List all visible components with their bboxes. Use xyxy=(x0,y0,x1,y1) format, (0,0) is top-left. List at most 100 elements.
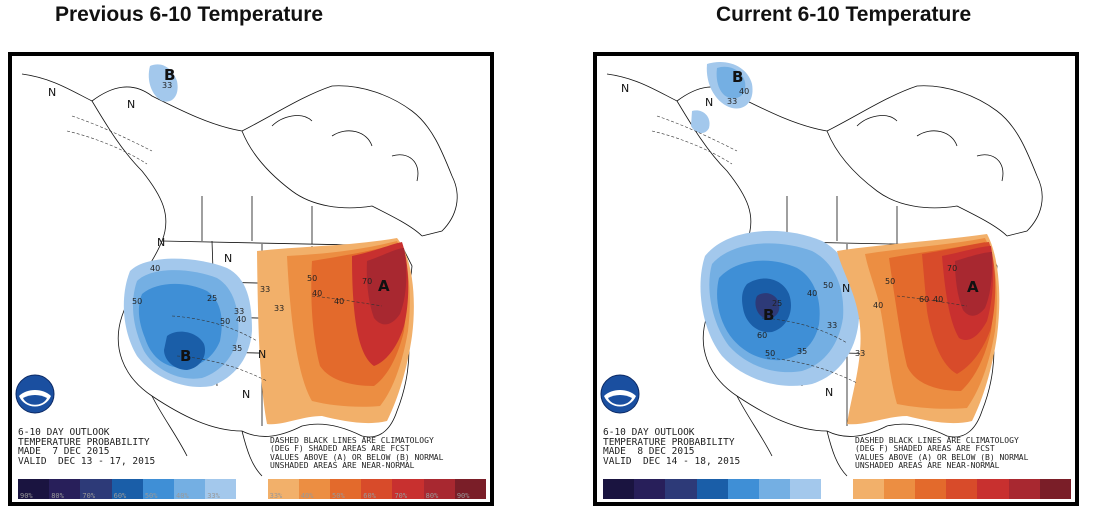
swatch-label: 70% xyxy=(394,492,408,500)
swatch-label: 40% xyxy=(176,492,189,500)
color-swatch: 33% xyxy=(205,479,237,500)
panel-title-previous: Previous 6-10 Temperature xyxy=(55,3,324,26)
color-swatch xyxy=(821,479,853,499)
color-swatch xyxy=(727,479,760,499)
color-swatch xyxy=(852,479,884,499)
color-swatch xyxy=(883,479,916,499)
temperature-probability-map: 33 40 60 50 25 35 40 50 33 50 40 60 70 4… xyxy=(606,62,1043,477)
color-swatch: 40% xyxy=(298,479,331,500)
legend-note-line2: (DEG F) SHADED AREAS ARE FCST xyxy=(855,444,995,454)
below-normal-center-marker: B xyxy=(180,347,191,365)
color-swatch xyxy=(634,479,666,499)
legend-note-line4: UNSHADED AREAS ARE NEAR-NORMAL xyxy=(855,461,1000,471)
probability-color-scale: 90% 80% 70% 60% 50% 40% 33% 33% 40% 50% … xyxy=(18,479,487,500)
probability-color-scale xyxy=(603,479,1072,499)
color-swatch: 50% xyxy=(142,479,175,500)
color-swatch: 60% xyxy=(111,479,143,500)
contour-label: 40 xyxy=(873,301,883,310)
near-normal-marker: N xyxy=(705,96,713,109)
near-normal-marker: N xyxy=(621,82,629,95)
contour-label: 33 xyxy=(855,349,865,358)
contour-label: 33 xyxy=(234,307,244,316)
contour-label: 40 xyxy=(150,264,160,273)
color-swatch xyxy=(665,479,697,499)
contour-label: 40 xyxy=(739,87,749,96)
color-swatch: 40% xyxy=(174,479,206,500)
swatch-label: 80% xyxy=(425,492,439,500)
legend-note: DASHED BLACK LINES ARE CLIMATOLOGY (DEG … xyxy=(855,436,1029,471)
swatch-label: 50% xyxy=(144,492,158,500)
swatch-label: 33% xyxy=(269,492,283,500)
contour-label: 70 xyxy=(362,277,372,286)
color-swatch xyxy=(915,479,947,499)
outlook-made-date: MADE 7 DEC 2015 xyxy=(18,446,110,458)
below-normal-region xyxy=(123,258,252,387)
contour-label: 50 xyxy=(220,317,230,326)
contour-label: 40 xyxy=(236,315,246,324)
above-normal-center-marker: A xyxy=(378,277,390,295)
contour-label: 60 xyxy=(757,331,767,340)
outlook-info: 6-10 DAY OUTLOOK TEMPERATURE PROBABILITY… xyxy=(18,428,155,466)
color-swatch xyxy=(236,479,268,499)
color-swatch: 60% xyxy=(361,479,393,500)
climatology-lines xyxy=(651,115,968,384)
color-swatch xyxy=(790,479,822,499)
above-normal-region xyxy=(257,238,414,425)
outlook-line2: TEMPERATURE PROBABILITY xyxy=(603,436,735,448)
color-swatch xyxy=(603,479,635,499)
color-swatch xyxy=(946,479,978,499)
contour-label: 33 xyxy=(274,304,284,313)
contour-label: 33 xyxy=(827,321,837,330)
outlook-made-date: MADE 8 DEC 2015 xyxy=(603,446,695,458)
color-swatch: 80% xyxy=(423,479,455,500)
outlook-valid-dates: VALID DEC 14 - 18, 2015 xyxy=(603,455,741,467)
near-normal-marker: N xyxy=(825,386,833,399)
above-normal-region xyxy=(837,234,1000,425)
contour-label: 50 xyxy=(765,349,775,358)
swatch-label: 90% xyxy=(456,492,470,500)
near-normal-marker: N xyxy=(48,86,56,99)
legend-note-line1: DASHED BLACK LINES ARE CLIMATOLOGY xyxy=(270,436,434,445)
color-swatch: 80% xyxy=(49,479,81,500)
noaa-logo xyxy=(15,374,55,414)
contour-label: 35 xyxy=(797,347,807,356)
contour-label: 40 xyxy=(312,289,322,298)
north-below-normal-marker: B xyxy=(164,66,175,84)
near-normal-marker: N xyxy=(842,282,850,295)
near-normal-marker: N xyxy=(258,348,266,361)
contour-label: 40 xyxy=(807,289,817,298)
near-normal-marker: N xyxy=(157,236,165,249)
color-swatch: 70% xyxy=(80,479,112,500)
near-normal-marker: N xyxy=(224,252,232,265)
legend-note-line2: (DEG F) SHADED AREAS ARE FCST xyxy=(270,444,410,454)
color-swatch: 33% xyxy=(267,479,299,500)
legend-note-line4: UNSHADED AREAS ARE NEAR-NORMAL xyxy=(270,461,415,471)
legend-note-line3: VALUES ABOVE (A) OR BELOW (B) NORMAL xyxy=(270,452,444,462)
contour-label: 40 xyxy=(334,297,344,306)
swatch-label: 90% xyxy=(20,492,33,500)
contour-label: 60 xyxy=(919,295,929,304)
north-below-normal-region xyxy=(691,62,753,134)
swatch-label: 50% xyxy=(332,492,345,500)
outlook-line2: TEMPERATURE PROBABILITY xyxy=(18,436,150,448)
color-swatch xyxy=(977,479,1009,499)
previous-outlook-map-panel: 33 40 50 25 35 33 40 50 50 40 33 33 40 7… xyxy=(8,52,494,506)
north-below-normal-marker: B xyxy=(732,68,743,86)
temperature-probability-map: 33 40 50 25 35 33 40 50 50 40 33 33 40 7… xyxy=(21,64,458,477)
contour-label: 33 xyxy=(727,97,737,106)
color-swatch: 90% xyxy=(454,479,487,500)
near-normal-marker: N xyxy=(242,388,250,401)
swatch-label: 60% xyxy=(363,492,376,500)
legend-note-line3: VALUES ABOVE (A) OR BELOW (B) NORMAL xyxy=(855,452,1029,462)
outlook-info: 6-10 DAY OUTLOOK TEMPERATURE PROBABILITY… xyxy=(603,428,740,466)
color-swatch xyxy=(1039,479,1072,499)
below-normal-region xyxy=(700,230,859,386)
contour-label: 50 xyxy=(823,281,833,290)
climatology-lines xyxy=(66,115,383,382)
outlook-line1: 6-10 DAY OUTLOOK xyxy=(18,427,110,438)
contour-label: 70 xyxy=(947,264,957,273)
legend-note: DASHED BLACK LINES ARE CLIMATOLOGY (DEG … xyxy=(270,436,444,471)
color-swatch xyxy=(759,479,791,499)
legend-note-line1: DASHED BLACK LINES ARE CLIMATOLOGY xyxy=(855,436,1019,445)
contour-label: 33 xyxy=(162,81,172,90)
